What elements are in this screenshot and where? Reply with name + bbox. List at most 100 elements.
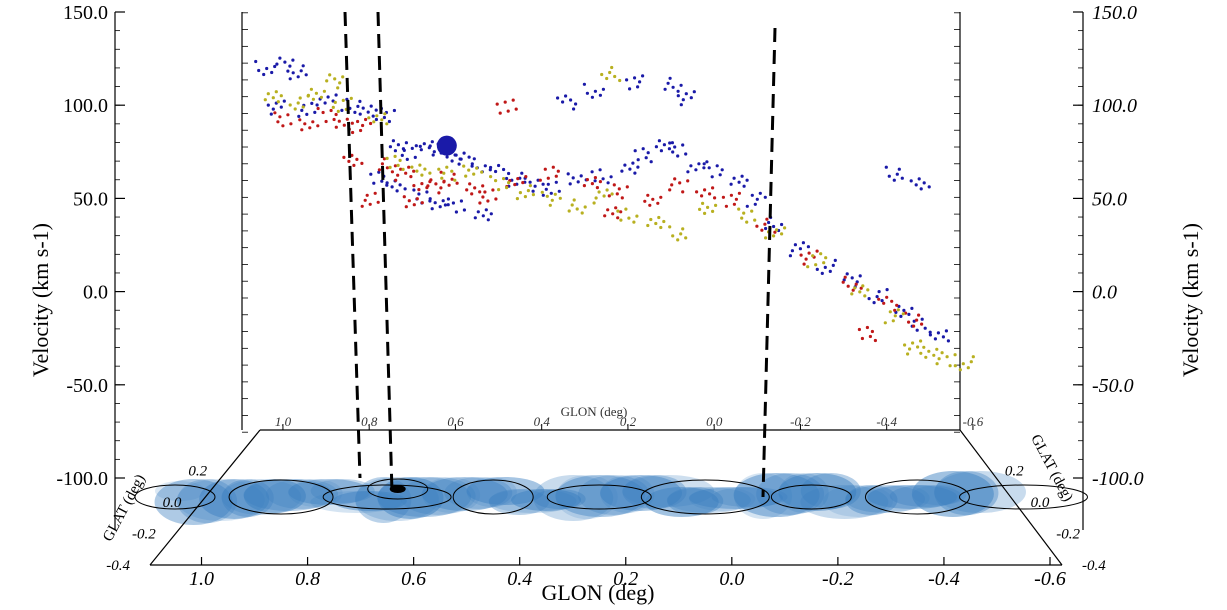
scatter-point bbox=[636, 165, 640, 169]
scatter-point bbox=[885, 295, 889, 299]
scatter-point bbox=[437, 167, 441, 171]
emission-blob bbox=[555, 475, 646, 517]
scatter-point bbox=[927, 185, 931, 189]
scatter-point bbox=[760, 228, 764, 232]
scatter-point bbox=[338, 81, 342, 85]
scatter-point bbox=[299, 69, 303, 73]
scatter-point bbox=[388, 165, 392, 169]
glat-tick-label-right: -0.4 bbox=[1082, 558, 1106, 574]
scatter-point bbox=[906, 352, 910, 356]
scatter-point bbox=[923, 326, 927, 330]
scatter-point bbox=[806, 265, 810, 269]
scatter-point bbox=[337, 119, 341, 123]
scatter-point bbox=[538, 178, 542, 182]
scatter-point bbox=[399, 167, 403, 171]
scatter-point bbox=[598, 180, 603, 184]
scatter-point bbox=[593, 89, 598, 93]
scatter-point bbox=[671, 85, 675, 89]
scatter-point bbox=[313, 110, 317, 114]
scatter-point bbox=[638, 80, 642, 84]
scatter-point bbox=[341, 75, 345, 79]
scatter-point bbox=[734, 197, 739, 201]
scatter-point bbox=[695, 190, 699, 194]
scatter-point bbox=[892, 178, 896, 182]
scatter-point bbox=[428, 197, 432, 201]
emission-blob bbox=[667, 487, 724, 515]
scatter-point bbox=[368, 202, 372, 206]
scatter-point bbox=[393, 164, 397, 168]
scatter-point bbox=[598, 168, 602, 172]
scatter-point bbox=[933, 337, 938, 341]
scatter-point bbox=[546, 176, 550, 180]
scatter-point bbox=[396, 163, 400, 167]
scatter-point bbox=[402, 148, 406, 152]
scatter-point bbox=[391, 139, 395, 143]
scatter-point bbox=[668, 188, 672, 192]
scatter-point bbox=[742, 184, 746, 188]
scatter-point bbox=[410, 165, 414, 169]
scatter-point bbox=[713, 196, 717, 200]
scatter-point bbox=[694, 168, 698, 172]
scatter-point bbox=[857, 327, 862, 332]
scatter-point bbox=[296, 101, 300, 105]
scatter-point bbox=[598, 93, 603, 97]
scatter-point bbox=[470, 192, 474, 196]
right-tick-label: 150.0 bbox=[1092, 2, 1137, 24]
scatter-point bbox=[409, 175, 413, 179]
scatter-point bbox=[358, 99, 362, 103]
scatter-point bbox=[462, 164, 466, 168]
scatter-point bbox=[514, 107, 518, 111]
scatter-point bbox=[364, 117, 368, 122]
glat-tick-label-left: -0.4 bbox=[106, 558, 130, 574]
emission-blob bbox=[533, 489, 586, 509]
scatter-point bbox=[407, 199, 411, 203]
contour-line bbox=[546, 484, 652, 510]
scatter-point bbox=[877, 297, 881, 301]
scatter-point bbox=[274, 90, 278, 94]
scatter-point bbox=[412, 188, 416, 192]
scatter-point bbox=[404, 171, 408, 175]
scatter-point bbox=[271, 107, 275, 111]
scatter-point bbox=[369, 104, 373, 108]
scatter-point bbox=[396, 173, 400, 177]
scatter-point bbox=[616, 216, 620, 220]
scatter-point bbox=[799, 253, 803, 257]
scatter-point bbox=[419, 148, 423, 152]
scatter-point bbox=[603, 214, 607, 218]
scatter-point bbox=[870, 329, 875, 334]
scatter-point bbox=[724, 204, 729, 208]
scatter-point bbox=[831, 263, 835, 267]
emission-blob bbox=[934, 471, 999, 515]
scatter-point bbox=[414, 144, 418, 148]
glat-glon-map-plane bbox=[134, 430, 1088, 565]
scatter-point bbox=[593, 179, 597, 183]
scatter-point bbox=[453, 178, 457, 182]
glat-tick-label-left: 0.0 bbox=[163, 495, 182, 511]
scatter-point bbox=[396, 143, 400, 147]
scatter-point bbox=[590, 182, 595, 186]
scatter-point bbox=[385, 166, 389, 170]
bottom-tick-label: 0.4 bbox=[507, 568, 532, 590]
scatter-point bbox=[932, 353, 936, 357]
emission-blob bbox=[221, 479, 302, 515]
scatter-point bbox=[732, 202, 737, 206]
scatter-point bbox=[478, 201, 482, 205]
scatter-point bbox=[668, 141, 672, 145]
scatter-point bbox=[590, 95, 595, 99]
scatter-point bbox=[486, 199, 490, 203]
scatter-point bbox=[470, 162, 474, 166]
top-tick-label: 0.6 bbox=[447, 414, 464, 429]
scatter-point bbox=[649, 217, 653, 222]
emission-blob bbox=[310, 479, 375, 503]
bottom-tick-label: -0.6 bbox=[1034, 568, 1066, 590]
scatter-point bbox=[576, 180, 580, 184]
scatter-point bbox=[374, 108, 378, 112]
scatter-point bbox=[358, 112, 362, 116]
scatter-point bbox=[822, 261, 826, 265]
scatter-point bbox=[883, 321, 887, 325]
scatter-point bbox=[350, 121, 354, 125]
scatter-point bbox=[833, 258, 837, 262]
right-tick-label: 0.0 bbox=[1092, 282, 1117, 304]
scatter-point bbox=[679, 83, 683, 87]
